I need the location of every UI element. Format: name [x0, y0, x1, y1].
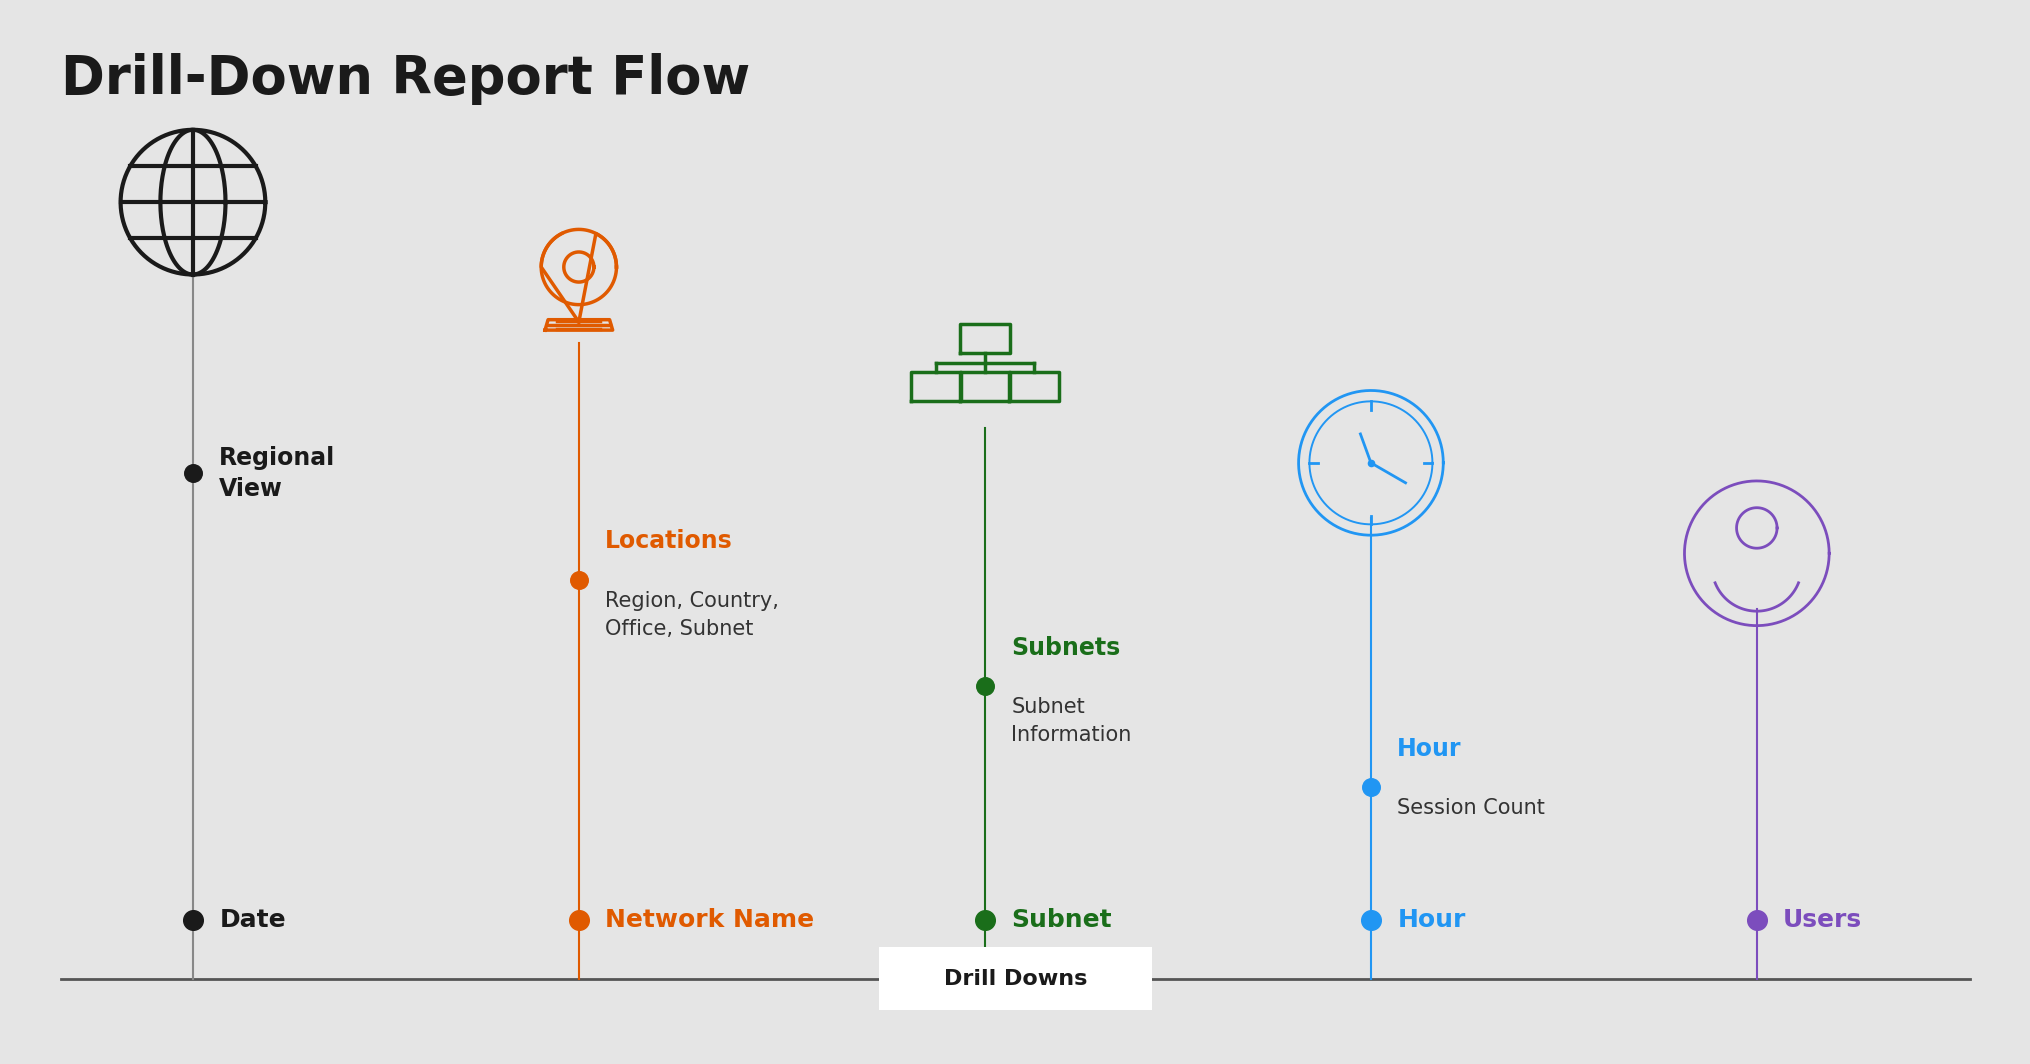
Text: Locations: Locations — [605, 529, 733, 553]
Text: Network Name: Network Name — [605, 909, 814, 932]
Text: Regional
View: Regional View — [219, 446, 335, 501]
Point — [1354, 454, 1386, 471]
Point — [177, 465, 209, 482]
Text: Subnet
Information: Subnet Information — [1011, 697, 1131, 745]
Point — [177, 912, 209, 929]
Text: Session Count: Session Count — [1397, 798, 1545, 818]
Text: Date: Date — [219, 909, 286, 932]
Text: Drill-Down Report Flow: Drill-Down Report Flow — [61, 53, 749, 105]
Text: Subnets: Subnets — [1011, 635, 1121, 660]
FancyBboxPatch shape — [879, 948, 1151, 1011]
Point — [562, 571, 595, 588]
Text: Hour: Hour — [1397, 909, 1466, 932]
Text: Hour: Hour — [1397, 736, 1462, 761]
Text: Users: Users — [1782, 909, 1862, 932]
Point — [968, 912, 1001, 929]
Point — [968, 678, 1001, 695]
Point — [1354, 779, 1386, 796]
Text: Region, Country,
Office, Subnet: Region, Country, Office, Subnet — [605, 591, 780, 638]
Point — [562, 912, 595, 929]
Text: Drill Downs: Drill Downs — [944, 969, 1086, 988]
Text: Subnet: Subnet — [1011, 909, 1112, 932]
Point — [1354, 912, 1386, 929]
Point — [1740, 912, 1772, 929]
